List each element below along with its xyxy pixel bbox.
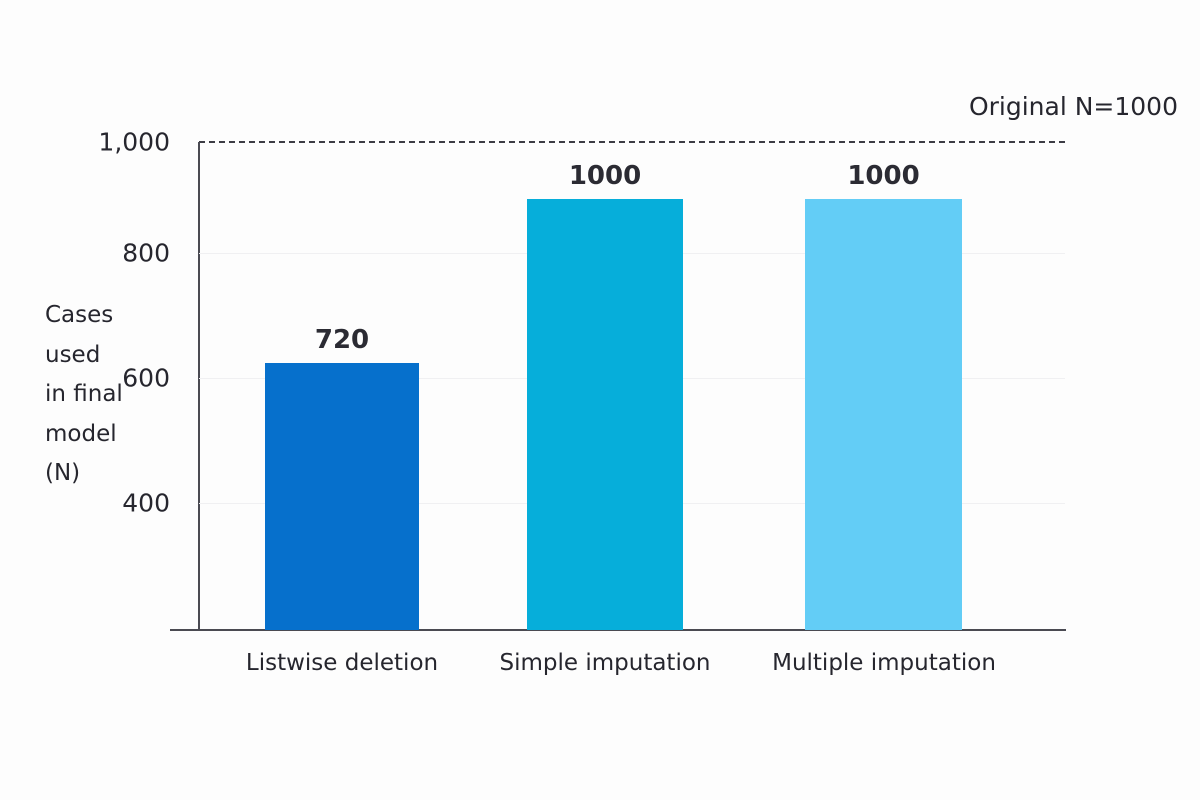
y-tick-label-400: 400 <box>122 488 170 518</box>
reference-line-dashed <box>199 141 1065 143</box>
reference-line-label: Original N=1000 <box>968 92 1178 121</box>
y-tick-label-1000: 1,000 <box>98 127 170 157</box>
plot-area <box>199 142 1065 630</box>
y-tick-label-800: 800 <box>122 238 170 268</box>
x-tick-label-multiple-imputation: Multiple imputation <box>772 650 996 676</box>
y-axis-title-line: (N) <box>45 460 81 487</box>
x-tick-label-listwise-deletion: Listwise deletion <box>245 650 439 676</box>
y-axis-title-line: Cases <box>45 302 114 328</box>
bar-listwise-deletion[interactable] <box>265 363 419 630</box>
x-axis-line <box>170 629 1066 631</box>
bar-value-label-listwise-deletion: 720 <box>314 325 370 355</box>
y-axis-title-line: model <box>45 420 117 447</box>
y-axis-line <box>198 142 200 631</box>
y-axis-title: Cases used in final model (N) <box>45 296 150 494</box>
bar-multiple-imputation[interactable] <box>805 199 962 630</box>
x-tick-label-simple-imputation: Simple imputation <box>499 650 711 676</box>
bar-simple-imputation[interactable] <box>527 199 683 630</box>
y-tick-label-600: 600 <box>122 363 170 393</box>
bar-value-label-simple-imputation: 1000 <box>568 161 642 191</box>
y-axis-title-line: in final <box>45 381 123 408</box>
y-axis-title-line: used <box>45 341 101 368</box>
bar-value-label-multiple-imputation: 1000 <box>847 161 920 191</box>
